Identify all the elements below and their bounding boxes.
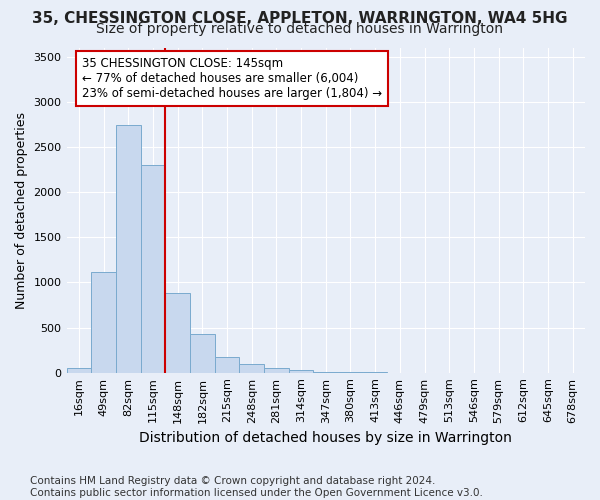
Text: 35, CHESSINGTON CLOSE, APPLETON, WARRINGTON, WA4 5HG: 35, CHESSINGTON CLOSE, APPLETON, WARRING… bbox=[32, 11, 568, 26]
Bar bbox=[215, 357, 239, 372]
Text: Contains HM Land Registry data © Crown copyright and database right 2024.
Contai: Contains HM Land Registry data © Crown c… bbox=[30, 476, 483, 498]
Bar bbox=[190, 334, 215, 372]
Text: Size of property relative to detached houses in Warrington: Size of property relative to detached ho… bbox=[97, 22, 503, 36]
X-axis label: Distribution of detached houses by size in Warrington: Distribution of detached houses by size … bbox=[139, 431, 512, 445]
Bar bbox=[67, 368, 91, 372]
Bar bbox=[140, 165, 165, 372]
Bar bbox=[165, 293, 190, 372]
Text: 35 CHESSINGTON CLOSE: 145sqm
← 77% of detached houses are smaller (6,004)
23% of: 35 CHESSINGTON CLOSE: 145sqm ← 77% of de… bbox=[82, 58, 382, 100]
Bar bbox=[91, 272, 116, 372]
Bar bbox=[289, 370, 313, 372]
Bar bbox=[116, 125, 140, 372]
Bar bbox=[264, 368, 289, 372]
Bar bbox=[239, 364, 264, 372]
Y-axis label: Number of detached properties: Number of detached properties bbox=[15, 112, 28, 308]
